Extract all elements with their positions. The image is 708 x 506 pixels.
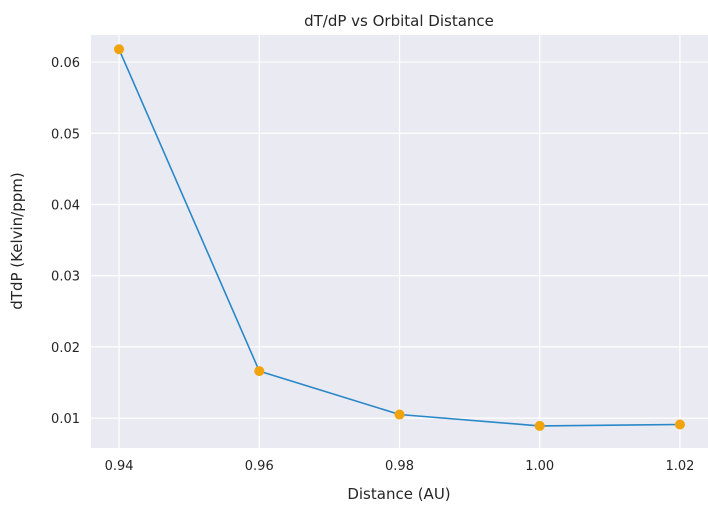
series bbox=[114, 44, 685, 431]
y-tick-label: 0.02 bbox=[51, 341, 80, 356]
x-tick-label: 1.00 bbox=[525, 459, 554, 474]
y-tick-label: 0.04 bbox=[51, 198, 80, 213]
x-axis-ticks: 0.94 0.96 0.98 1.00 1.02 bbox=[105, 459, 695, 474]
x-tick-label: 0.96 bbox=[245, 459, 274, 474]
data-point bbox=[394, 409, 405, 420]
data-point bbox=[534, 420, 545, 431]
data-point bbox=[114, 44, 125, 55]
chart-title: dT/dP vs Orbital Distance bbox=[304, 12, 494, 30]
grid bbox=[91, 35, 708, 448]
y-tick-label: 0.03 bbox=[51, 270, 80, 285]
y-tick-label: 0.06 bbox=[51, 56, 80, 71]
y-axis-ticks: 0.01 0.02 0.03 0.04 0.05 0.06 bbox=[51, 56, 80, 427]
data-point bbox=[674, 419, 685, 430]
y-axis-label: dTdP (Kelvin/ppm) bbox=[8, 172, 26, 309]
y-tick-label: 0.05 bbox=[51, 127, 80, 142]
x-tick-label: 0.94 bbox=[105, 459, 134, 474]
y-tick-label: 0.01 bbox=[51, 412, 80, 427]
x-tick-label: 0.98 bbox=[385, 459, 414, 474]
data-point bbox=[254, 366, 265, 377]
x-tick-label: 1.02 bbox=[665, 459, 694, 474]
x-axis-label: Distance (AU) bbox=[347, 485, 450, 503]
